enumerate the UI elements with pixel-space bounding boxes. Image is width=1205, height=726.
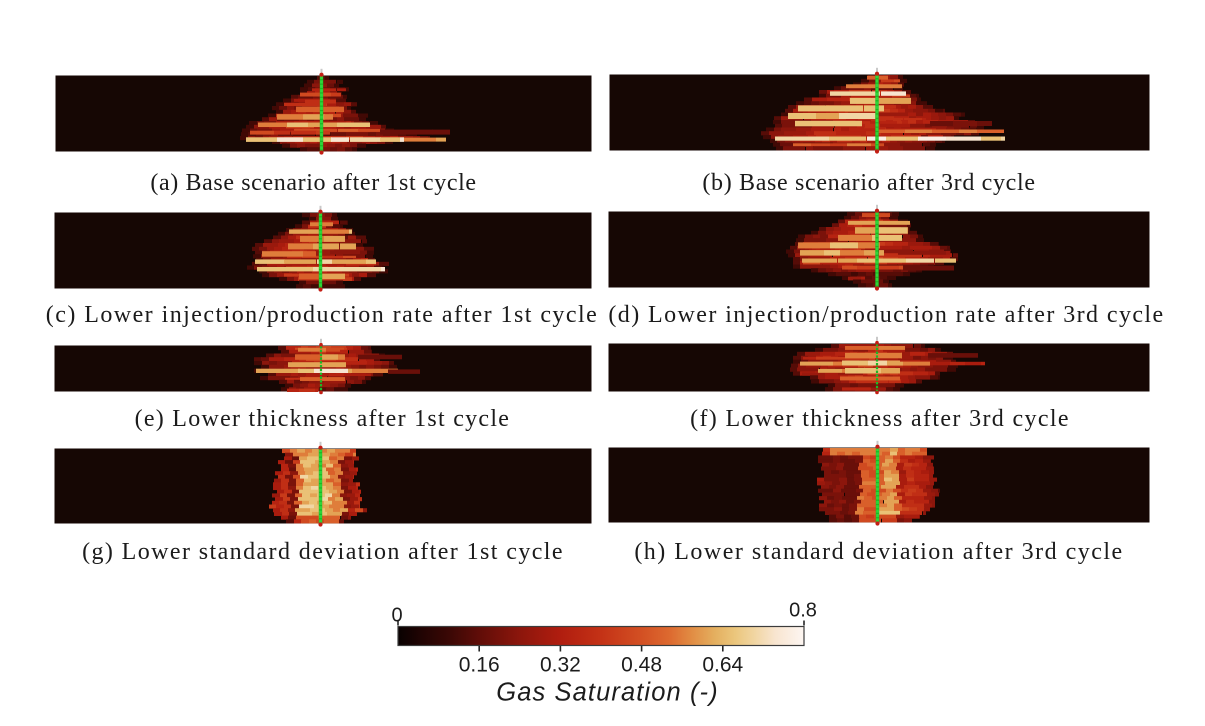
svg-text:0.16: 0.16 xyxy=(459,654,500,677)
svg-text:0.32: 0.32 xyxy=(540,654,581,677)
svg-text:0.48: 0.48 xyxy=(621,654,662,677)
svg-text:0.8: 0.8 xyxy=(789,600,817,622)
svg-text:0: 0 xyxy=(391,605,402,627)
svg-text:0.64: 0.64 xyxy=(702,654,743,677)
svg-text:Gas Saturation (-): Gas Saturation (-) xyxy=(496,679,718,707)
